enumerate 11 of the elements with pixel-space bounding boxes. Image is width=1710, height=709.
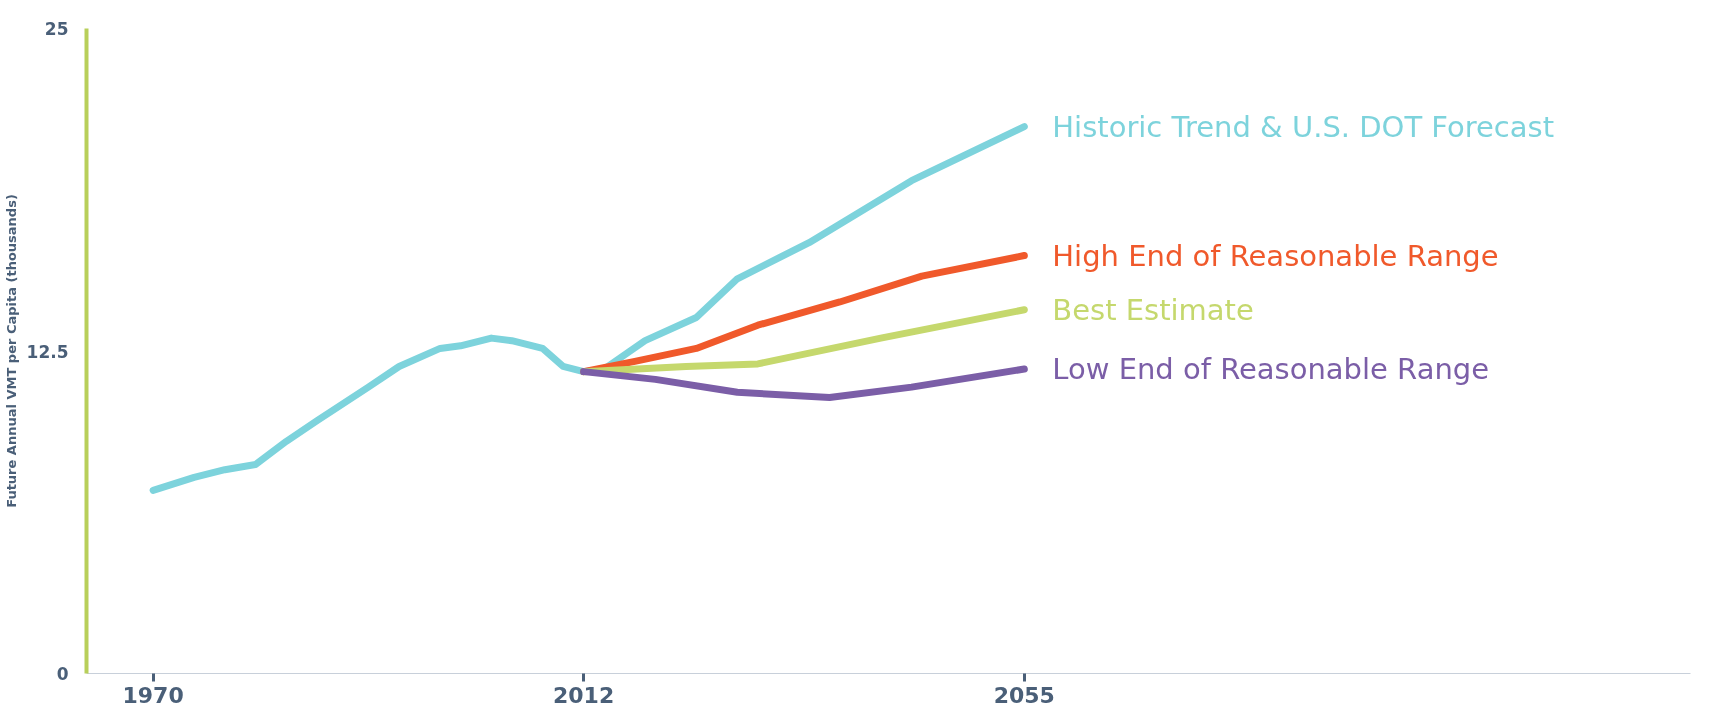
- x-tick-label: 2055: [993, 682, 1055, 708]
- x-tick-label: 1970: [122, 682, 184, 708]
- series-label: Historic Trend & U.S. DOT Forecast: [1052, 109, 1555, 144]
- series-label: High End of Reasonable Range: [1052, 238, 1499, 273]
- x-tick-label: 2012: [552, 682, 615, 708]
- y-tick-label: 25: [44, 19, 69, 39]
- series-label: Low End of Reasonable Range: [1052, 352, 1490, 387]
- series-label: Best Estimate: [1052, 292, 1254, 327]
- y-tick-label: 12.5: [26, 341, 69, 362]
- y-tick-label: 0: [56, 664, 69, 684]
- y-axis-title: Future Annual VMT per Capita (thousands): [3, 194, 19, 508]
